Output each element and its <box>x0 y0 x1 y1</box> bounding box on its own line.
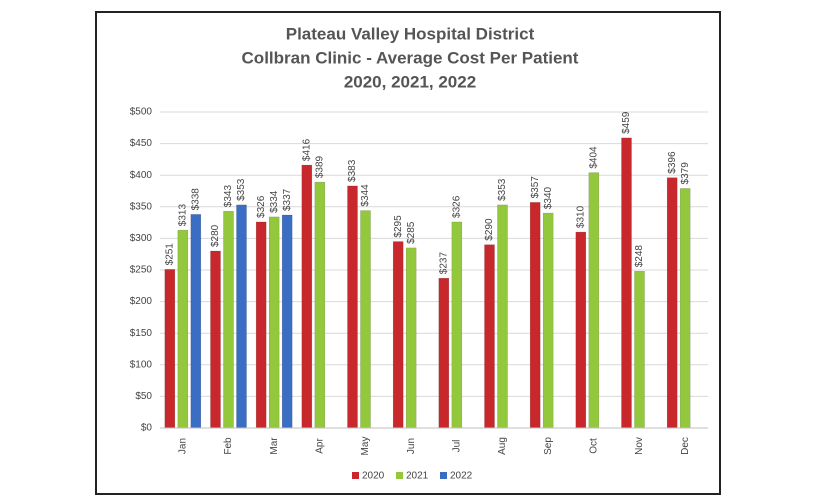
legend-swatch <box>440 472 447 479</box>
y-tick-label: $350 <box>130 201 153 212</box>
x-tick-label: Dec <box>680 437 691 455</box>
bar <box>210 250 221 429</box>
bar <box>236 204 247 429</box>
value-label: $357 <box>530 176 541 199</box>
value-label: $337 <box>282 188 293 211</box>
value-label: $340 <box>543 186 554 209</box>
bar <box>438 277 450 429</box>
chart-title: Collbran Clinic - Average Cost Per Patie… <box>242 48 579 67</box>
value-label: $353 <box>236 178 247 201</box>
chart-title: Plateau Valley Hospital District <box>286 24 535 43</box>
bar <box>529 202 541 429</box>
value-label: $313 <box>177 203 188 226</box>
bar <box>360 210 371 429</box>
bar <box>484 244 495 429</box>
bar <box>575 231 587 429</box>
x-tick-label: May <box>360 437 371 456</box>
x-tick-label: Feb <box>223 437 234 455</box>
y-tick-label: $150 <box>130 328 153 339</box>
y-tick-label: $200 <box>130 296 153 307</box>
y-tick-label: $400 <box>130 170 153 181</box>
bar <box>268 216 280 429</box>
chart-title: 2020, 2021, 2022 <box>344 72 476 91</box>
bar <box>347 185 358 429</box>
y-tick-label: $450 <box>130 138 153 149</box>
x-tick-label: Sep <box>543 437 554 455</box>
bar <box>255 221 267 429</box>
x-tick-label: Oct <box>588 438 599 454</box>
bar <box>281 214 293 429</box>
value-label: $396 <box>667 151 678 174</box>
value-label: $280 <box>210 224 221 247</box>
x-tick-label: Mar <box>269 437 280 455</box>
bar <box>405 247 417 429</box>
legend-label: 2022 <box>450 471 473 482</box>
bar <box>666 177 678 429</box>
value-label: $248 <box>634 245 645 268</box>
value-label: $285 <box>406 221 417 244</box>
bar <box>177 229 189 429</box>
bar <box>190 214 202 429</box>
value-label: $416 <box>301 138 312 161</box>
bar <box>542 212 554 429</box>
value-label: $326 <box>451 195 462 218</box>
bar <box>164 269 176 429</box>
bar <box>223 210 234 429</box>
bar <box>588 172 600 429</box>
value-label: $383 <box>347 159 358 182</box>
bar <box>497 204 508 429</box>
value-label: $295 <box>393 215 404 238</box>
y-tick-label: $0 <box>141 423 153 434</box>
y-tick-label: $250 <box>130 265 153 276</box>
bar <box>679 188 691 429</box>
x-tick-label: Aug <box>497 437 508 455</box>
bar <box>392 241 404 429</box>
x-tick-label: Nov <box>634 437 645 455</box>
value-label: $353 <box>497 178 508 201</box>
bar <box>451 221 463 429</box>
value-label: $343 <box>223 185 234 208</box>
y-tick-label: $500 <box>130 107 153 118</box>
x-tick-label: Jan <box>177 438 188 454</box>
legend-swatch <box>352 472 359 479</box>
value-label: $310 <box>575 205 586 228</box>
value-label: $389 <box>314 155 325 178</box>
x-tick-label: Jul <box>451 440 462 453</box>
x-tick-label: Jun <box>406 438 417 454</box>
y-tick-label: $300 <box>130 233 153 244</box>
value-label: $338 <box>190 188 201 211</box>
value-label: $290 <box>484 218 495 241</box>
x-tick-label: Apr <box>314 438 325 454</box>
value-label: $334 <box>269 190 280 213</box>
legend-label: 2020 <box>362 471 385 482</box>
y-tick-label: $50 <box>135 391 152 402</box>
value-label: $237 <box>438 252 449 275</box>
bar <box>621 137 632 429</box>
bar <box>634 271 645 429</box>
value-label: $326 <box>256 195 267 218</box>
legend-swatch <box>396 472 403 479</box>
value-label: $344 <box>360 184 371 207</box>
value-label: $379 <box>680 162 691 185</box>
y-tick-label: $100 <box>130 359 153 370</box>
bar <box>301 164 313 429</box>
value-label: $251 <box>164 243 175 266</box>
legend-label: 2021 <box>406 471 429 482</box>
bar <box>314 181 326 429</box>
value-label: $459 <box>621 111 632 134</box>
value-label: $404 <box>588 146 599 169</box>
